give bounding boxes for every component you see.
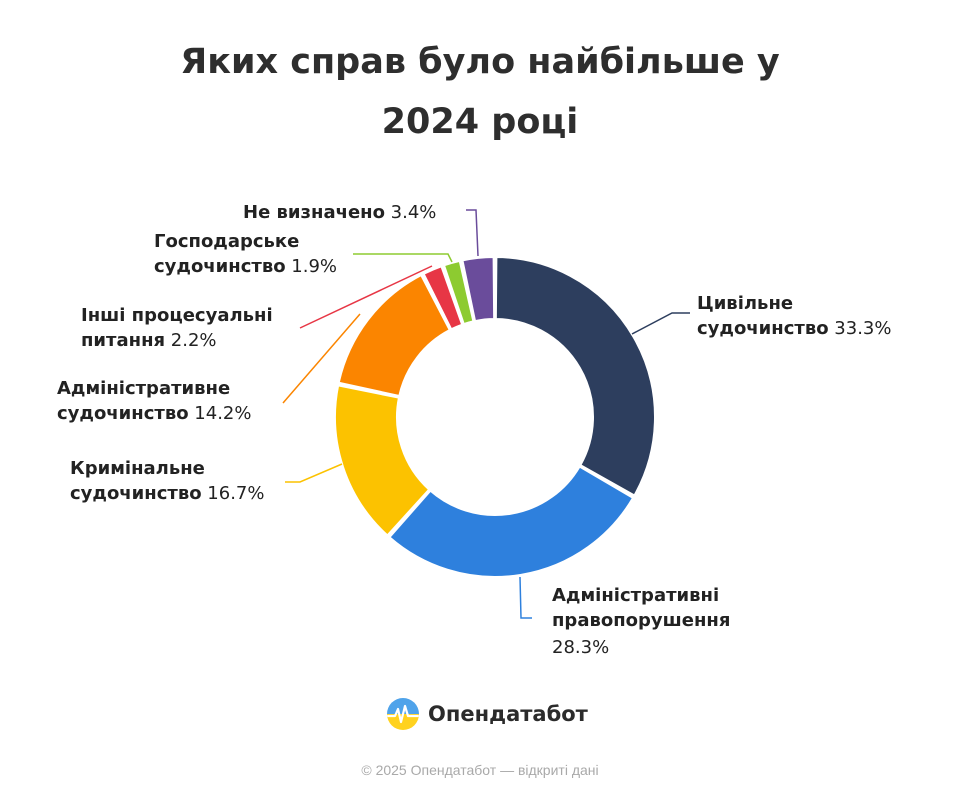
- label-segment-3-0: правопорушення: [552, 610, 730, 631]
- slice-2: [334, 384, 431, 537]
- label-segment-13-1: 3.4%: [385, 202, 436, 223]
- label-line-1: судочинство 33.3%: [697, 318, 891, 339]
- label-line-12: судочинство 1.9%: [154, 256, 337, 277]
- label-segment-7-0: Адміністративне: [57, 378, 230, 399]
- label-line-2: Адміністративні: [552, 585, 719, 606]
- label-line-0: Цивільне: [697, 293, 793, 314]
- slices-group: [334, 256, 656, 578]
- label-line-6: судочинство 16.7%: [70, 483, 264, 504]
- label-line-11: Господарське: [154, 231, 299, 252]
- slice-4: [422, 265, 464, 331]
- label-segment-12-0: судочинство: [154, 256, 286, 277]
- labels-group: Цивільне судочинство 33.3% Адміністративні…: [57, 202, 891, 658]
- leader-line-3: [282, 313, 361, 404]
- footer-copyright: © 2025 Опендатабот — відкриті дані: [361, 762, 599, 778]
- label-segment-10-1: 2.2%: [165, 330, 216, 351]
- chart-title: Яких справ було найбільше у 2024 році: [180, 42, 780, 142]
- leader-line-4: [299, 265, 433, 329]
- label-line-7: Адміністративне: [57, 378, 230, 399]
- slice-5: [443, 259, 475, 326]
- slice-6: [461, 256, 496, 323]
- logo-text: Опендатабот: [428, 702, 588, 726]
- label-segment-0-0: Цивільне: [697, 293, 793, 314]
- leader-line-1: [519, 576, 532, 619]
- leader-lines-group: [282, 209, 690, 619]
- leader-line-5: [353, 253, 453, 263]
- slice-1: [388, 465, 635, 578]
- label-segment-11-0: Господарське: [154, 231, 299, 252]
- label-segment-9-0: Інші процесуальні: [81, 305, 273, 326]
- label-line-10: питання 2.2%: [81, 330, 217, 351]
- label-segment-8-0: судочинство: [57, 403, 189, 424]
- label-segment-6-0: судочинство: [70, 483, 202, 504]
- label-segment-6-1: 16.7%: [202, 483, 265, 504]
- label-segment-5-0: Кримінальне: [70, 458, 205, 479]
- leader-line-0: [631, 312, 690, 335]
- leader-line-2: [285, 463, 343, 483]
- slice-0: [494, 256, 656, 497]
- label-line-4: 28.3%: [552, 637, 609, 658]
- label-segment-1-1: 33.3%: [829, 318, 892, 339]
- leader-line-6: [466, 209, 479, 257]
- label-line-5: Кримінальне: [70, 458, 205, 479]
- label-segment-13-0: Не визначено: [243, 202, 385, 223]
- label-line-3: правопорушення: [552, 610, 730, 631]
- label-segment-1-0: судочинство: [697, 318, 829, 339]
- label-segment-12-1: 1.9%: [286, 256, 337, 277]
- label-line-8: судочинство 14.2%: [57, 403, 251, 424]
- opendatabot-logo-icon: [387, 698, 419, 730]
- label-segment-8-1: 14.2%: [189, 403, 252, 424]
- slice-3: [337, 274, 451, 397]
- label-segment-10-0: питання: [81, 330, 165, 351]
- label-line-9: Інші процесуальні: [81, 305, 273, 326]
- label-segment-4-0: 28.3%: [552, 637, 609, 658]
- label-line-13: Не визначено 3.4%: [243, 202, 436, 223]
- label-segment-2-0: Адміністративні: [552, 585, 719, 606]
- brand-logo: Опендатабот: [386, 696, 588, 732]
